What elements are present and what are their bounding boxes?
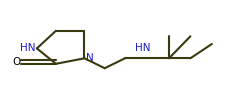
Text: HN: HN (20, 43, 36, 53)
Text: N: N (86, 53, 94, 63)
Text: O: O (12, 57, 20, 67)
Text: HN: HN (135, 43, 151, 53)
